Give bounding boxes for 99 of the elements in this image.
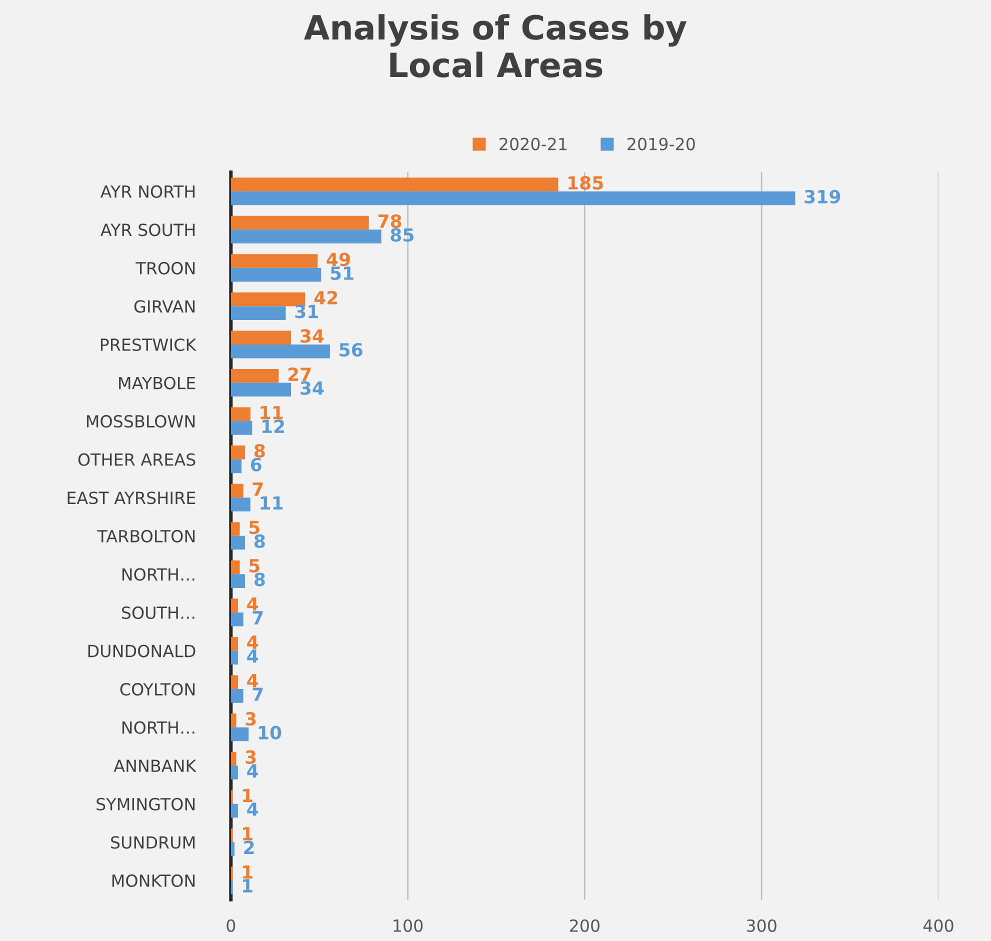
bar [230,650,238,665]
bar [230,752,236,766]
bar [230,689,244,703]
bar [230,484,244,498]
y-tick-label: DUNDONALD [88,644,196,658]
bar [230,498,250,512]
bar [230,842,234,856]
data-label: 1 [243,788,252,802]
data-label: 4 [247,649,258,663]
bar [230,714,236,728]
bar [230,727,249,742]
data-label: 85 [390,228,414,242]
data-label: 8 [254,444,265,458]
data-label: 4 [247,636,258,649]
data-label: 1 [243,879,252,892]
data-label: 6 [250,458,262,472]
bar [230,598,238,612]
legend-label: 2019-20 [628,138,695,150]
y-tick-label: SUNDRUM [111,836,195,849]
bar [230,636,238,651]
x-tick-label: 200 [570,919,600,932]
y-tick-label: GIRVAN [134,300,195,313]
y-tick-label: NORTH… [122,721,194,734]
bar [230,421,252,435]
y-tick-label: PRESTWICK [100,338,197,352]
data-label: 8 [254,572,265,586]
bar [230,268,322,282]
y-tick-label: SOUTH… [122,606,194,620]
y-tick-label: ANNBANK [114,760,197,772]
x-tick-label: 0 [226,919,236,932]
data-label: 5 [249,559,260,573]
data-label: 27 [288,367,311,381]
bar [230,368,279,383]
bar [230,804,238,818]
bar [230,292,306,306]
bar [230,230,382,244]
data-label: 49 [326,252,350,266]
data-label: 12 [262,420,284,433]
bar [230,344,330,358]
data-label: 78 [378,214,402,228]
bar [230,536,246,550]
bar [230,574,246,588]
y-tick-label: MAYBOLE [119,376,196,390]
data-label: 7 [252,482,263,496]
y-tick-label: TROON [136,262,195,274]
data-label: 5 [249,520,260,534]
data-label: 34 [300,329,324,343]
x-tick-label: 100 [394,919,423,932]
data-label: 1 [243,865,252,879]
data-label: 8 [254,534,265,548]
bar [230,330,292,344]
data-label: 10 [258,726,282,740]
legend-label: 2020-21 [500,138,566,150]
bar [230,459,242,474]
data-label: 7 [252,688,263,701]
data-label: 31 [295,304,318,318]
data-label: 42 [314,290,338,304]
data-label: 4 [247,597,258,611]
bar [230,560,240,574]
data-label: 319 [804,190,840,204]
data-label: 34 [300,381,324,395]
chart-title: Analysis of Cases by Local Areas [304,14,687,78]
bar [230,191,796,206]
data-label: 4 [247,674,258,688]
bar [230,306,286,320]
bar [230,522,240,536]
data-label: 56 [340,342,362,357]
bar [230,254,318,268]
y-tick-label: TARBOLTON [97,530,195,542]
bar [230,178,558,192]
data-label: 3 [246,750,256,764]
y-tick-label: MOSSBLOWN [86,415,195,428]
data-label: 4 [247,764,258,778]
bar [230,446,246,460]
y-tick-label: MONKTON [112,874,195,888]
y-tick-label: EAST AYRSHIRE [68,492,196,504]
data-label: 4 [247,802,258,816]
y-tick-label: AYR SOUTH [100,224,195,236]
data-label: 11 [260,496,283,510]
y-tick-label: OTHER AREAS [78,453,196,466]
y-tick-label: AYR NORTH [100,185,195,198]
bar [230,766,238,780]
bar [230,675,238,690]
data-label: 185 [568,176,603,190]
data-label: 1 [243,827,252,840]
data-label: 3 [246,712,256,726]
data-label: 11 [260,406,283,420]
bar [230,382,292,397]
y-tick-label: SYMINGTON [96,798,195,810]
x-tick-label: 300 [746,919,776,932]
y-tick-label: COYLTON [120,682,195,696]
x-tick-label: 400 [923,919,954,932]
data-label: 2 [244,840,254,854]
bar [230,612,244,626]
bar [230,407,250,422]
data-label: 51 [330,266,354,280]
y-tick-label: NORTH… [122,568,194,581]
data-label: 7 [252,611,263,624]
bar [230,216,369,230]
